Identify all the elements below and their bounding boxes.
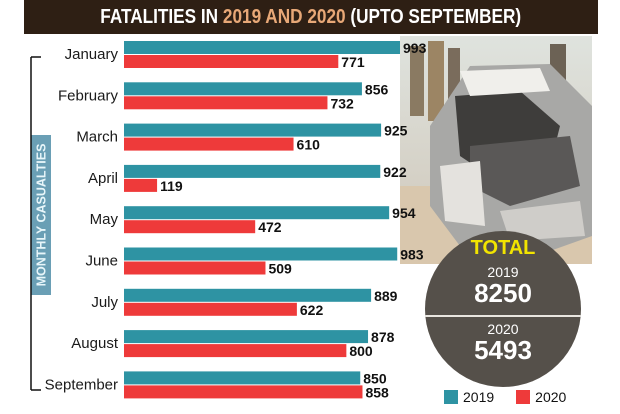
value-label-2020-august: 800 (349, 343, 373, 359)
total-summary: TOTAL 2019 8250 2020 5493 (425, 231, 581, 387)
value-label-2019-february: 856 (365, 81, 389, 97)
value-label-2019-september: 850 (363, 370, 387, 386)
month-label-june: June (85, 253, 118, 270)
total-title: TOTAL (470, 237, 536, 259)
month-label-august: August (71, 335, 119, 352)
bar-2020-june (124, 261, 266, 275)
value-label-2020-january: 771 (341, 54, 365, 70)
bar-2019-may (124, 206, 390, 220)
month-label-march: March (76, 129, 118, 146)
bar-2019-april (124, 164, 381, 178)
bar-2020-april (124, 178, 158, 192)
chart-title: FATALITIES IN 2019 AND 2020 (UPTO SEPTEM… (24, 0, 598, 34)
value-label-2020-september: 858 (365, 384, 389, 400)
value-label-2020-may: 472 (258, 219, 282, 235)
bar-2019-february (124, 82, 362, 96)
month-label-january: January (65, 46, 119, 63)
bar-2020-january (124, 55, 339, 68)
bar-2020-march (124, 137, 294, 151)
car-crash-photo (400, 36, 592, 264)
bar-2019-march (124, 123, 382, 137)
bar-2019-january (124, 41, 400, 54)
value-label-2019-march: 925 (384, 123, 408, 139)
value-label-2019-may: 954 (392, 205, 416, 221)
legend-item-2020: 2020 (516, 389, 566, 405)
bar-2019-july (124, 288, 372, 302)
bar-2020-july (124, 302, 297, 316)
title-highlight: 2019 AND 2020 (223, 5, 346, 28)
legend-swatch-2019 (444, 390, 458, 404)
month-label-july: July (91, 294, 118, 311)
total-year-2020: 2020 (487, 321, 519, 337)
month-label-february: February (58, 87, 119, 104)
value-label-2020-april: 119 (160, 178, 183, 194)
bar-2020-august (124, 344, 347, 358)
bracket-line (30, 56, 41, 391)
legend: 2019 2020 (444, 389, 566, 405)
value-label-2019-april: 922 (383, 164, 407, 180)
bar-2020-february (124, 96, 328, 110)
total-divider (425, 315, 581, 317)
value-label-2020-march: 610 (297, 137, 321, 153)
bar-2019-june (124, 247, 398, 261)
bar-2019-september (124, 371, 361, 385)
value-label-2019-june: 983 (400, 247, 424, 263)
legend-label-2019: 2019 (463, 389, 495, 405)
value-label-2020-june: 509 (268, 261, 292, 277)
value-label-2020-february: 732 (330, 95, 354, 111)
total-value-2019: 8250 (474, 278, 532, 308)
bar-2020-may (124, 220, 256, 234)
title-part-2: (UPTO SEPTEMBER) (345, 5, 522, 28)
value-label-2019-january: 993 (403, 40, 427, 56)
month-label-april: April (88, 170, 118, 187)
bar-2019-august (124, 330, 369, 344)
month-label-september: September (45, 376, 118, 393)
legend-swatch-2020 (516, 390, 531, 404)
total-value-2020: 5493 (474, 335, 532, 365)
side-label-tag: MONTHLY CASUALTIES (31, 135, 51, 295)
legend-label-2020: 2020 (535, 389, 567, 405)
value-label-2019-august: 878 (371, 329, 395, 345)
month-label-may: May (90, 211, 119, 228)
title-part-1: FATALITIES IN (100, 5, 224, 28)
legend-item-2019: 2019 (444, 389, 494, 405)
total-year-2019: 2019 (487, 264, 519, 280)
value-label-2019-july: 889 (374, 288, 398, 304)
bar-2020-september (124, 385, 363, 399)
value-label-2020-july: 622 (300, 302, 324, 318)
